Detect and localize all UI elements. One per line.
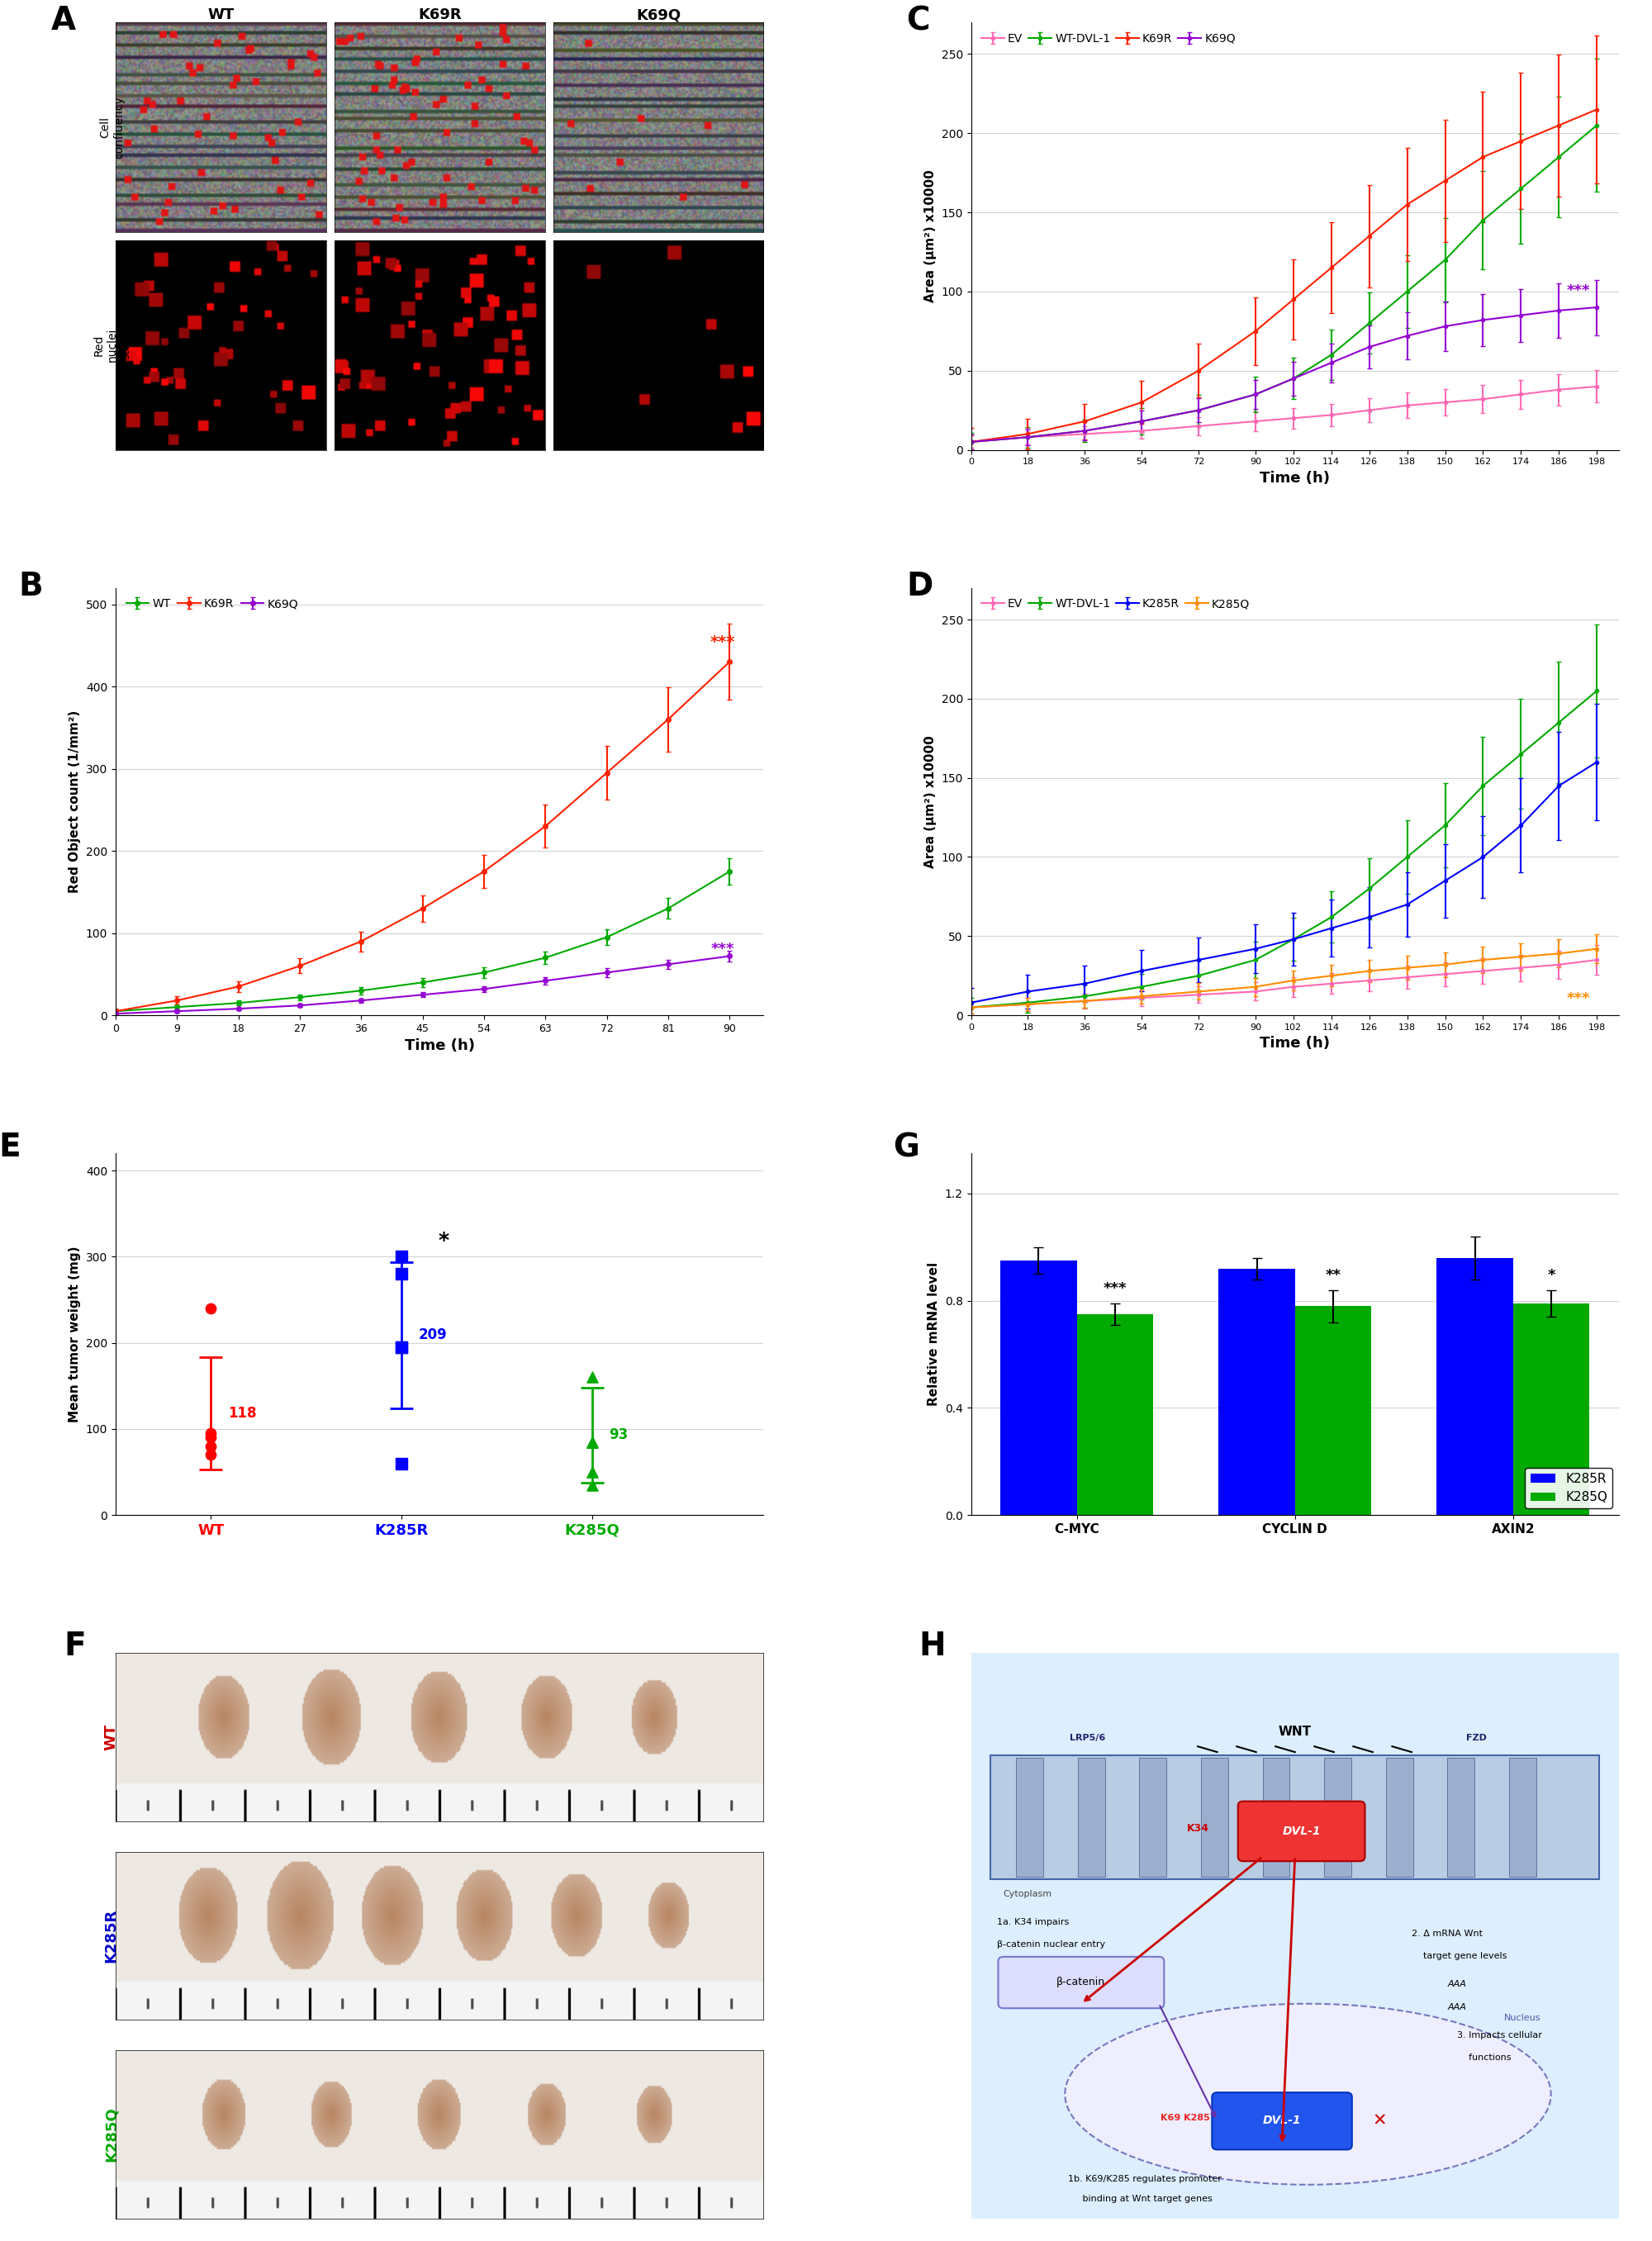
Text: K69 K285: K69 K285 <box>1160 2113 1209 2122</box>
Point <box>388 1445 415 1481</box>
Bar <box>1001 1259 1077 1515</box>
Title: K69Q: K69Q <box>636 7 681 22</box>
Bar <box>1325 1757 1351 1876</box>
Point <box>198 1436 225 1472</box>
Text: AAA: AAA <box>1447 1981 1467 1988</box>
Legend: K285R, K285Q: K285R, K285Q <box>1525 1468 1612 1508</box>
Y-axis label: Area (μm²) x10000: Area (μm²) x10000 <box>923 170 937 303</box>
Text: D: D <box>907 571 933 603</box>
Point <box>388 1329 415 1365</box>
Text: 2. Δ mRNA Wnt: 2. Δ mRNA Wnt <box>1411 1930 1482 1938</box>
Y-axis label: Area (μm²) x10000: Area (μm²) x10000 <box>923 735 937 867</box>
Text: β-catenin: β-catenin <box>1057 1977 1105 1988</box>
Text: ✕: ✕ <box>1371 2113 1386 2129</box>
Bar <box>1386 1757 1412 1876</box>
Point <box>578 1454 605 1490</box>
Bar <box>1447 1757 1475 1876</box>
Text: DVL-1: DVL-1 <box>1282 1826 1320 1838</box>
Text: *: * <box>438 1230 449 1250</box>
Point <box>388 1255 415 1291</box>
Text: LRP5/6: LRP5/6 <box>1070 1735 1105 1743</box>
Text: H: H <box>919 1631 947 1663</box>
Text: target gene levels: target gene levels <box>1411 1952 1507 1961</box>
Bar <box>1016 1757 1044 1876</box>
FancyBboxPatch shape <box>1213 2093 1351 2149</box>
Text: 1a. K34 impairs: 1a. K34 impairs <box>996 1918 1069 1927</box>
Legend: EV, WT-DVL-1, K285R, K285Q: EV, WT-DVL-1, K285R, K285Q <box>976 594 1254 614</box>
Bar <box>1201 1757 1227 1876</box>
Bar <box>1077 1757 1105 1876</box>
Point <box>578 1423 605 1459</box>
Point <box>198 1419 225 1454</box>
Bar <box>1513 1304 1589 1515</box>
Text: 1b. K69/K285 regulates promoter: 1b. K69/K285 regulates promoter <box>1069 2176 1222 2183</box>
Text: ***: *** <box>710 634 735 650</box>
Text: *: * <box>1548 1268 1555 1282</box>
FancyBboxPatch shape <box>961 1647 1629 2225</box>
Text: binding at Wnt target genes: binding at Wnt target genes <box>1069 2194 1213 2203</box>
Text: E: E <box>0 1132 21 1163</box>
Text: ***: *** <box>1568 991 1591 1006</box>
Y-axis label: Cell
confluency: Cell confluency <box>99 96 124 159</box>
Text: K34: K34 <box>1186 1822 1209 1833</box>
Bar <box>991 1755 1599 1880</box>
Text: 3. Impacts cellular: 3. Impacts cellular <box>1457 2030 1541 2039</box>
Text: B: B <box>18 571 43 603</box>
Y-axis label: WT: WT <box>104 1723 119 1750</box>
Bar <box>1437 1257 1513 1515</box>
Bar <box>1295 1307 1371 1515</box>
Text: C: C <box>907 4 930 36</box>
Text: ***: *** <box>1104 1282 1127 1295</box>
Text: functions: functions <box>1457 2053 1512 2062</box>
Bar <box>1508 1757 1536 1876</box>
Bar <box>1262 1757 1290 1876</box>
Point <box>578 1423 605 1459</box>
Text: Cytoplasm: Cytoplasm <box>1003 1889 1052 1898</box>
FancyBboxPatch shape <box>1237 1802 1365 1862</box>
Text: DVL-1: DVL-1 <box>1262 2116 1302 2127</box>
Point <box>388 1239 415 1275</box>
Point <box>578 1360 605 1396</box>
Text: A: A <box>51 4 76 36</box>
Text: Nucleus: Nucleus <box>1505 2015 1541 2021</box>
X-axis label: Time (h): Time (h) <box>405 1038 474 1053</box>
Text: 93: 93 <box>610 1428 628 1443</box>
Y-axis label: K285Q: K285Q <box>104 2107 119 2163</box>
Point <box>388 1329 415 1365</box>
Ellipse shape <box>1066 2003 1551 2185</box>
Text: **: ** <box>1325 1268 1341 1282</box>
Legend: WT, K69R, K69Q: WT, K69R, K69Q <box>121 594 302 614</box>
Point <box>198 1428 225 1463</box>
Legend: EV, WT-DVL-1, K69R, K69Q: EV, WT-DVL-1, K69R, K69Q <box>976 29 1241 49</box>
Text: AAA: AAA <box>1447 2003 1467 2010</box>
Y-axis label: Mean tumor weight (mg): Mean tumor weight (mg) <box>69 1246 81 1423</box>
Y-axis label: K285R: K285R <box>104 1909 119 1963</box>
Point <box>198 1291 225 1327</box>
Point <box>198 1416 225 1452</box>
Bar <box>1140 1757 1166 1876</box>
Text: β-catenin nuclear entry: β-catenin nuclear entry <box>996 1941 1105 1950</box>
Y-axis label: Red
nuclei
stain: Red nuclei stain <box>93 327 132 363</box>
Text: FZD: FZD <box>1465 1735 1487 1743</box>
X-axis label: Time (h): Time (h) <box>1260 471 1330 486</box>
Text: G: G <box>894 1132 920 1163</box>
Point <box>578 1468 605 1504</box>
X-axis label: Time (h): Time (h) <box>1260 1035 1330 1051</box>
Y-axis label: Red Object count (1/mm²): Red Object count (1/mm²) <box>69 710 81 892</box>
Text: ***: *** <box>710 941 735 957</box>
Title: WT: WT <box>208 7 235 22</box>
Text: F: F <box>64 1631 86 1663</box>
Bar <box>1077 1313 1153 1515</box>
FancyBboxPatch shape <box>998 1956 1165 2008</box>
Text: 118: 118 <box>228 1405 256 1421</box>
Y-axis label: Relative mRNA level: Relative mRNA level <box>928 1262 940 1405</box>
Text: WNT: WNT <box>1279 1726 1312 1737</box>
Bar <box>1219 1268 1295 1515</box>
Title: K69R: K69R <box>418 7 461 22</box>
Text: ***: *** <box>1568 282 1591 298</box>
Text: 209: 209 <box>418 1327 448 1342</box>
